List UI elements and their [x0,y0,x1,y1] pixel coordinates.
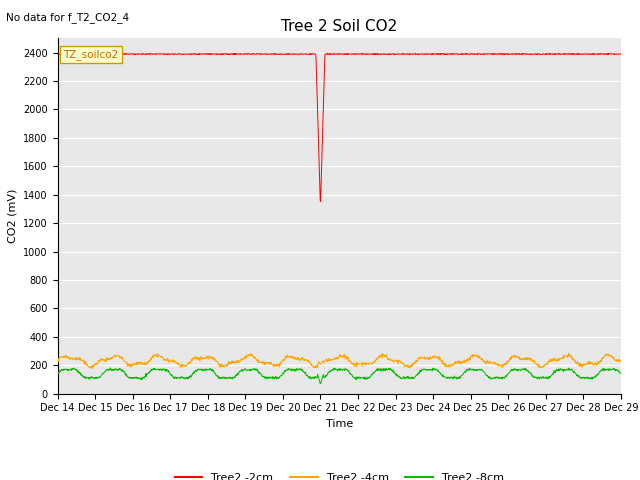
Legend: Tree2 -2cm, Tree2 -4cm, Tree2 -8cm: Tree2 -2cm, Tree2 -4cm, Tree2 -8cm [170,468,508,480]
Text: No data for f_T2_CO2_4: No data for f_T2_CO2_4 [6,12,129,23]
Title: Tree 2 Soil CO2: Tree 2 Soil CO2 [281,20,397,35]
Text: TZ_soilco2: TZ_soilco2 [63,49,118,60]
Y-axis label: CO2 (mV): CO2 (mV) [8,189,17,243]
X-axis label: Time: Time [326,419,353,429]
